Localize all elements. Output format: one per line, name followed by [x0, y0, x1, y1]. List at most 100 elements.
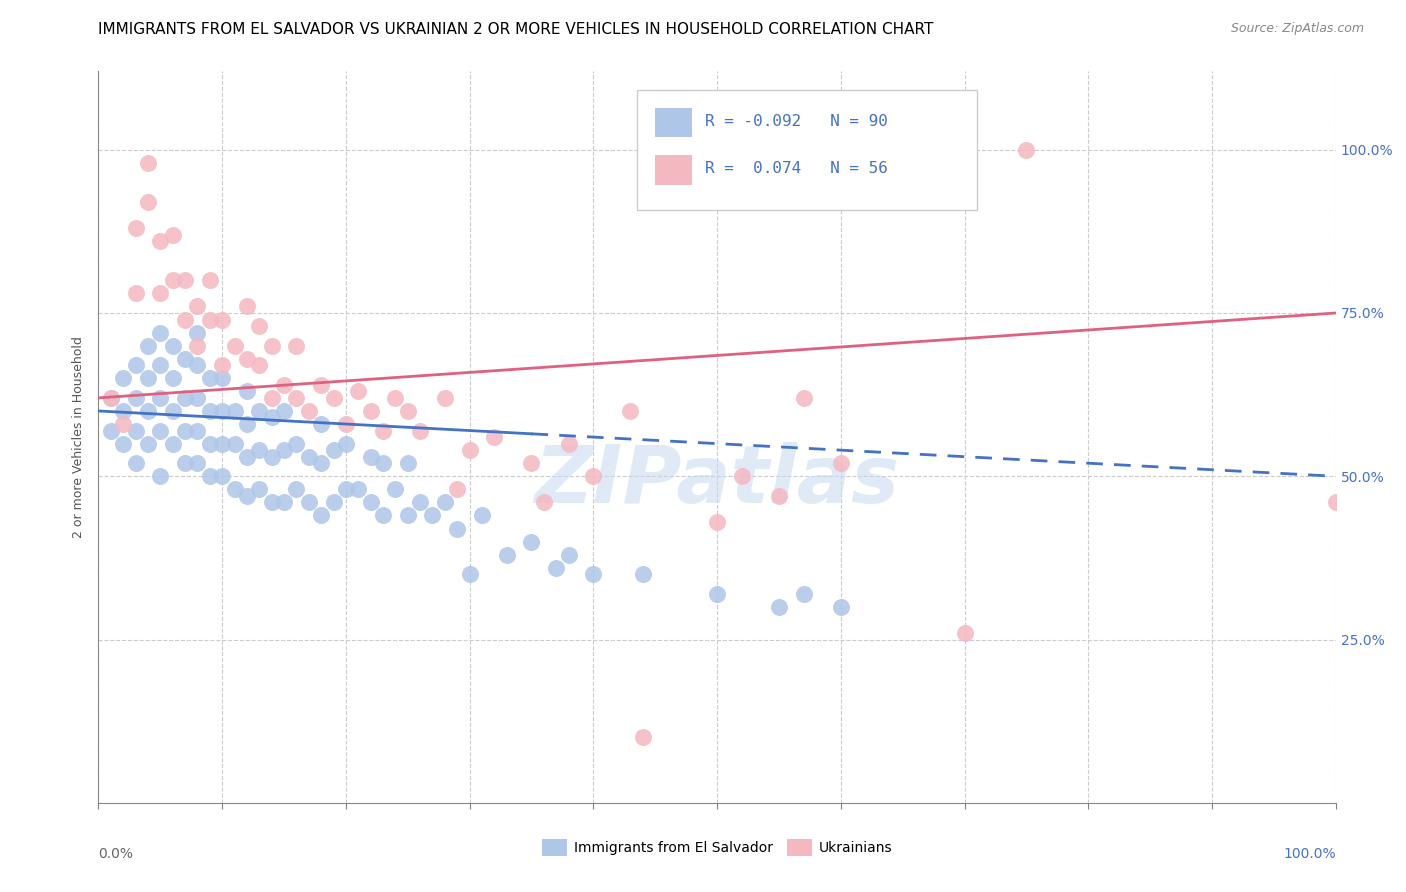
Point: [100, 391, 122, 405]
Point: [631, 731, 654, 745]
Point: [298, 404, 321, 418]
Point: [396, 508, 419, 523]
Text: R =  0.074   N = 56: R = 0.074 N = 56: [704, 161, 887, 176]
Point: [112, 371, 135, 385]
Point: [793, 391, 815, 405]
Point: [236, 489, 259, 503]
Point: [546, 560, 568, 574]
Point: [186, 300, 208, 314]
Point: [520, 456, 543, 470]
Point: [273, 495, 295, 509]
Point: [631, 567, 654, 582]
Point: [198, 436, 221, 450]
Point: [247, 358, 270, 372]
Point: [298, 450, 321, 464]
Point: [273, 443, 295, 458]
Point: [309, 417, 332, 431]
Point: [446, 483, 468, 497]
Point: [247, 319, 270, 334]
Point: [260, 450, 283, 464]
Point: [260, 339, 283, 353]
Point: [273, 404, 295, 418]
Point: [371, 424, 394, 438]
Point: [236, 417, 259, 431]
Point: [149, 424, 172, 438]
Point: [309, 508, 332, 523]
Point: [260, 495, 283, 509]
Point: [211, 469, 233, 483]
Text: Source: ZipAtlas.com: Source: ZipAtlas.com: [1230, 22, 1364, 36]
Point: [136, 194, 159, 209]
Point: [174, 351, 197, 366]
Text: 0.0%: 0.0%: [98, 847, 134, 861]
Point: [162, 436, 184, 450]
Point: [112, 436, 135, 450]
Point: [371, 456, 394, 470]
Point: [149, 391, 172, 405]
Point: [149, 358, 172, 372]
Point: [458, 443, 481, 458]
Point: [830, 599, 852, 614]
Point: [409, 495, 432, 509]
Point: [211, 404, 233, 418]
Point: [162, 339, 184, 353]
Point: [112, 417, 135, 431]
Text: ZIPatlas: ZIPatlas: [534, 442, 900, 520]
Point: [768, 599, 790, 614]
Point: [198, 469, 221, 483]
Point: [162, 404, 184, 418]
Point: [149, 469, 172, 483]
Point: [768, 489, 790, 503]
Point: [136, 339, 159, 353]
Point: [186, 424, 208, 438]
Point: [433, 495, 456, 509]
Point: [285, 483, 308, 497]
Point: [484, 430, 506, 444]
Point: [520, 534, 543, 549]
Point: [224, 339, 246, 353]
Point: [298, 495, 321, 509]
Point: [136, 156, 159, 170]
Point: [186, 456, 208, 470]
Point: [162, 227, 184, 242]
Point: [149, 326, 172, 340]
Point: [236, 300, 259, 314]
Point: [174, 312, 197, 326]
Point: [260, 391, 283, 405]
Point: [224, 436, 246, 450]
Point: [396, 456, 419, 470]
Point: [1015, 143, 1038, 157]
Point: [322, 443, 344, 458]
Point: [371, 508, 394, 523]
Point: [533, 495, 555, 509]
Point: [174, 424, 197, 438]
Point: [124, 286, 146, 301]
Point: [124, 424, 146, 438]
Point: [706, 587, 728, 601]
Point: [236, 450, 259, 464]
Point: [100, 391, 122, 405]
Point: [211, 358, 233, 372]
Text: IMMIGRANTS FROM EL SALVADOR VS UKRAINIAN 2 OR MORE VEHICLES IN HOUSEHOLD CORRELA: IMMIGRANTS FROM EL SALVADOR VS UKRAINIAN…: [98, 22, 934, 37]
Point: [224, 404, 246, 418]
Point: [409, 424, 432, 438]
Point: [124, 221, 146, 235]
Bar: [655, 108, 692, 137]
Point: [433, 391, 456, 405]
Point: [384, 391, 406, 405]
Text: 100.0%: 100.0%: [1284, 847, 1336, 861]
Point: [211, 371, 233, 385]
Point: [149, 286, 172, 301]
Point: [471, 508, 494, 523]
Point: [174, 456, 197, 470]
Point: [384, 483, 406, 497]
Point: [247, 483, 270, 497]
Point: [495, 548, 517, 562]
Point: [1324, 495, 1347, 509]
Point: [124, 456, 146, 470]
Point: [162, 371, 184, 385]
Point: [247, 404, 270, 418]
Point: [236, 351, 259, 366]
Point: [360, 495, 382, 509]
Point: [793, 587, 815, 601]
